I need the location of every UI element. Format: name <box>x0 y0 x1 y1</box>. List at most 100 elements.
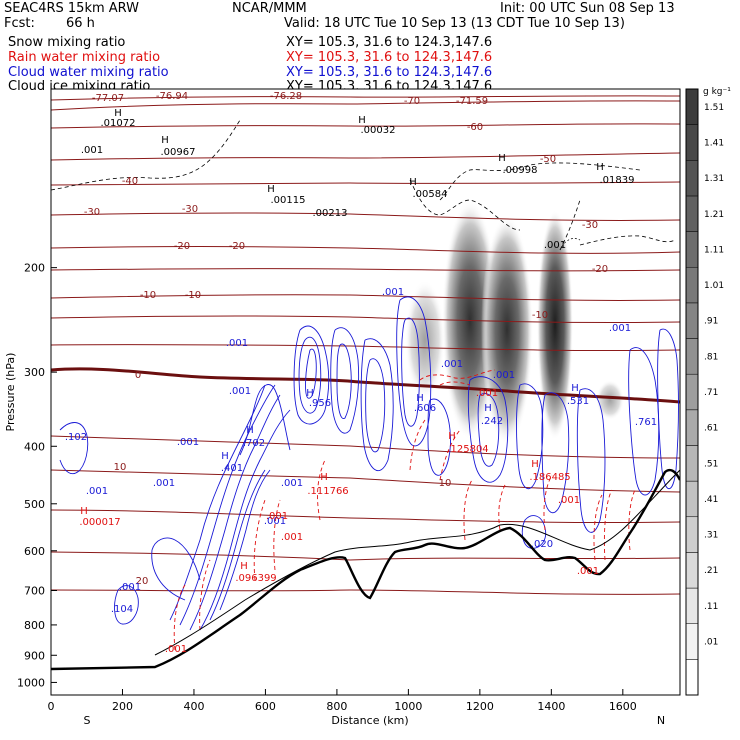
field-xy-cloud-water: XY= 105.3, 31.6 to 124.3,147.6 <box>286 65 493 80</box>
y-tick-label: 300 <box>24 366 45 379</box>
colorbar-box <box>685 266 699 304</box>
rain-contours <box>173 369 636 651</box>
temperature-contour-label: 20 <box>136 576 149 587</box>
x-end-label-north: N <box>657 714 665 727</box>
colorbar-box <box>685 659 699 696</box>
field-xy-snow: XY= 105.3, 31.6 to 124.3,147.6 <box>286 35 493 50</box>
cloud-water-contour-label: .001 <box>86 486 108 497</box>
temperature-contour-label: 0 <box>135 370 141 381</box>
snow-contour-label: H <box>498 153 506 164</box>
cloud-water-contour-label: H <box>221 451 229 462</box>
snow-contour-label: H <box>267 184 275 195</box>
rain-contour-label: .001 <box>558 495 580 506</box>
cloud-water-contour-label: .531 <box>567 396 589 407</box>
temperature-contour-label: -20 <box>592 264 608 275</box>
snow-contour-label: H <box>596 162 604 173</box>
plot-frame <box>50 88 681 696</box>
temperature-contour-label: -50 <box>540 154 556 165</box>
x-end-label-south: S <box>84 714 91 727</box>
model-title: SEAC4RS 15km ARW <box>4 1 140 16</box>
snow-contour-label: .00032 <box>361 125 396 136</box>
colorbar-label: 1.41 <box>704 138 724 148</box>
plot-area <box>51 95 680 671</box>
cloud-water-contour-label: .001 <box>382 287 404 298</box>
temperature-contour-label: -10 <box>185 290 201 301</box>
cloud-water-contour-label: H <box>306 388 314 399</box>
cloud-water-contour-label: .020 <box>531 539 553 550</box>
x-tick-label: 1000 <box>394 700 422 713</box>
colorbar-box <box>685 124 699 161</box>
cloud-water-contour-label: H <box>484 403 492 414</box>
valid-time: Valid: 18 UTC Tue 10 Sep 13 (13 CDT Tue … <box>284 16 625 31</box>
snow-contour-label: .01072 <box>101 118 136 129</box>
colorbar-box <box>685 409 699 446</box>
colorbar-box <box>685 516 699 553</box>
x-axis: 0 200 400 600 800 1000 1200 1400 1600 <box>48 689 637 713</box>
x-tick-label: 0 <box>48 700 55 713</box>
colorbar-label: .31 <box>704 531 718 541</box>
colorbar-label: 1.31 <box>704 174 724 184</box>
cloud-water-contour-label: H <box>246 425 254 436</box>
x-tick-label: 1400 <box>537 700 565 713</box>
temperature-contour-label: -30 <box>182 204 198 215</box>
colorbar-box <box>685 231 699 268</box>
colorbar-box <box>685 88 699 125</box>
snow-contour-label: .00584 <box>413 189 448 200</box>
temperature-contour-label: -70 <box>404 96 420 107</box>
y-tick-label: 500 <box>24 498 45 511</box>
rain-contour-label: .001 <box>577 566 599 577</box>
snow-contour-label: .001 <box>544 240 566 251</box>
snow-contour-label: .00967 <box>161 147 196 158</box>
rain-contour-label: .186485 <box>529 472 570 483</box>
y-tick-label: 400 <box>24 440 45 453</box>
x-tick-label: 1200 <box>466 700 494 713</box>
colorbar-label: 1.21 <box>704 210 724 220</box>
colorbar-label: 1.51 <box>704 103 724 113</box>
cloud-water-contour-label: H <box>571 383 579 394</box>
cloud-water-contour-label: .001 <box>281 478 303 489</box>
colorbar: .01 .11 .21 .31 .41 .51 .61 .71 .81 .91 1.01 1.11 1.… <box>685 87 731 696</box>
colorbar-unit: g kg⁻¹ <box>703 87 731 97</box>
snow-contour-label: .001 <box>81 145 103 156</box>
colorbar-label: 1.01 <box>704 281 724 291</box>
snow-contour-label: H <box>409 177 417 188</box>
temperature-contour-label: -77.07 <box>92 93 124 104</box>
rain-contour-label: H <box>320 472 328 483</box>
temperature-contour-label: 10 <box>114 462 127 473</box>
field-xy-rain: XY= 105.3, 31.6 to 124.3,147.6 <box>286 50 493 65</box>
cloud-water-contour-label: .001 <box>441 359 463 370</box>
temperature-contour-label: -60 <box>467 122 483 133</box>
rain-contour-label: .111766 <box>307 486 348 497</box>
temperature-contour-label: -71.59 <box>456 96 488 107</box>
x-tick-label: 200 <box>112 700 133 713</box>
snow-contour-label: .00213 <box>313 208 348 219</box>
colorbar-label: .71 <box>704 388 718 398</box>
snow-contour-label: .01839 <box>600 175 635 186</box>
temperature-contour-label: -30 <box>84 207 100 218</box>
fcst-value: 66 h <box>66 16 95 31</box>
colorbar-frame <box>685 88 699 696</box>
cloud-water-contour-label: .401 <box>221 463 243 474</box>
contour-labels: -77.07 -76.94 -76.28 -70 -71.59 -60 -50 -40 -30 -… <box>65 91 657 655</box>
cloud-water-contour-label: .242 <box>481 416 503 427</box>
x-tick-label: 600 <box>255 700 276 713</box>
colorbar-label: .51 <box>704 459 718 469</box>
init-time: Init: 00 UTC Sun 08 Sep 13 <box>500 1 675 16</box>
rain-contour-label: H <box>240 561 248 572</box>
cloud-water-contour-label: .001 <box>226 338 248 349</box>
snow-contour-label: H <box>358 115 366 126</box>
temperature-contour-label: -10 <box>140 290 156 301</box>
terrain-line-offset <box>154 469 680 656</box>
cloud-water-contour-label: .761 <box>635 417 657 428</box>
y-axis: 1000 900 800 700 600 500 400 300 200 <box>17 262 57 689</box>
colorbar-label: 1.11 <box>704 245 724 255</box>
temperature-contour-label: 10 <box>439 478 452 489</box>
colorbar-box <box>685 480 699 518</box>
colorbar-label: .41 <box>704 495 718 505</box>
cloud-water-contour-label: .001 <box>177 437 199 448</box>
y-tick-label: 200 <box>24 262 45 275</box>
snow-contour-label: H <box>114 108 122 119</box>
temperature-contours <box>51 95 680 595</box>
rain-contour-label: H <box>531 459 539 470</box>
